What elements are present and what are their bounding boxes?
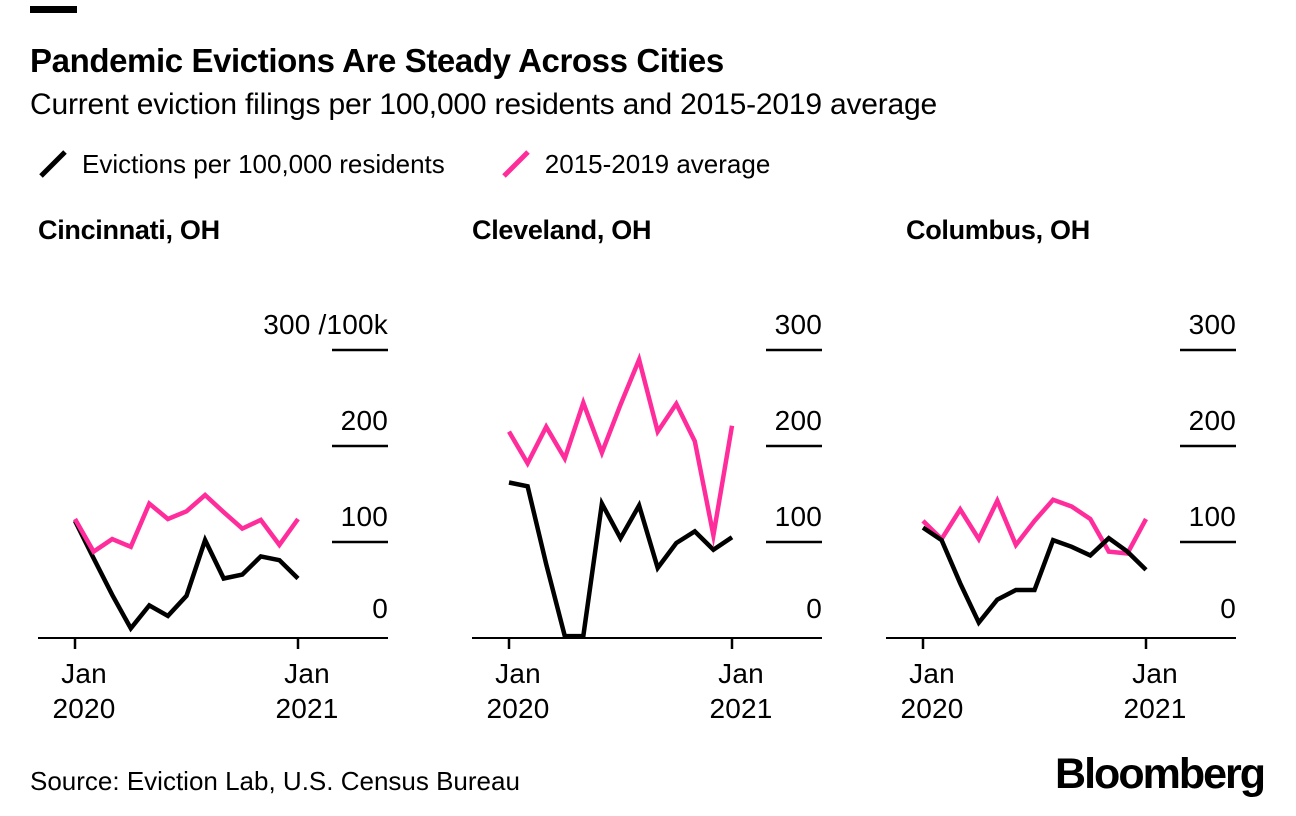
svg-text:2020: 2020 <box>900 693 963 724</box>
panel-cleveland: Cleveland, OH Jan 2020 Jan 2021 0 100 200 300 <box>472 215 822 745</box>
svg-text:200: 200 <box>341 405 388 436</box>
svg-text:Jan: Jan <box>909 658 955 689</box>
page-subtitle: Current eviction filings per 100,000 res… <box>30 88 937 121</box>
svg-text:2021: 2021 <box>709 693 772 724</box>
page-title: Pandemic Evictions Are Steady Across Cit… <box>30 42 724 79</box>
svg-text:100: 100 <box>341 501 388 532</box>
svg-text:100: 100 <box>775 501 822 532</box>
svg-text:300: 300 <box>775 309 822 340</box>
panel-title: Cleveland, OH <box>472 215 652 245</box>
legend-item-average: 2015-2019 average <box>501 148 771 180</box>
cleveland-line-chart: Jan 2020 Jan 2021 0 100 200 300 <box>472 309 822 724</box>
svg-text:2021: 2021 <box>275 693 338 724</box>
svg-text:Jan: Jan <box>1132 658 1178 689</box>
svg-text:Jan: Jan <box>495 658 541 689</box>
panel-cincinnati: Cincinnati, OH Jan 2020 Jan 2021 0 100 200 300 … <box>38 215 389 745</box>
panel-columbus: Columbus, OH Jan 2020 Jan 2021 0 100 200 300 <box>886 215 1256 745</box>
svg-text:2020: 2020 <box>52 693 115 724</box>
svg-text:Jan: Jan <box>284 658 330 689</box>
legend-item-label: Evictions per 100,000 residents <box>82 148 445 179</box>
bloomberg-logo: Bloomberg <box>1055 750 1266 798</box>
black-line-swatch-icon <box>39 150 67 178</box>
svg-text:2021: 2021 <box>1123 693 1186 724</box>
pink-line-swatch-icon <box>502 150 530 178</box>
panel-title: Columbus, OH <box>906 215 1090 245</box>
legend: Evictions per 100,000 residents 2015-201… <box>38 146 770 182</box>
legend-item-evictions: Evictions per 100,000 residents <box>38 149 445 180</box>
cincinnati-line-chart: Jan 2020 Jan 2021 0 100 200 300 /100k <box>38 309 389 724</box>
svg-text:0: 0 <box>806 593 822 624</box>
svg-text:0: 0 <box>372 593 388 624</box>
svg-text:Jan: Jan <box>61 658 107 689</box>
panel-title: Cincinnati, OH <box>38 215 220 245</box>
svg-text:300: 300 <box>1189 309 1236 340</box>
svg-text:100: 100 <box>1189 501 1236 532</box>
svg-text:0: 0 <box>1220 593 1236 624</box>
columbus-line-chart: Jan 2020 Jan 2021 0 100 200 300 <box>886 309 1236 724</box>
svg-text:2020: 2020 <box>486 693 549 724</box>
svg-text:Jan: Jan <box>718 658 764 689</box>
svg-text:300 /100k: 300 /100k <box>263 309 389 340</box>
svg-text:200: 200 <box>775 405 822 436</box>
topper-bar <box>30 6 77 13</box>
legend-item-label: 2015-2019 average <box>544 148 771 179</box>
svg-text:200: 200 <box>1189 405 1236 436</box>
source-text: Source: Eviction Lab, U.S. Census Bureau <box>30 766 520 796</box>
